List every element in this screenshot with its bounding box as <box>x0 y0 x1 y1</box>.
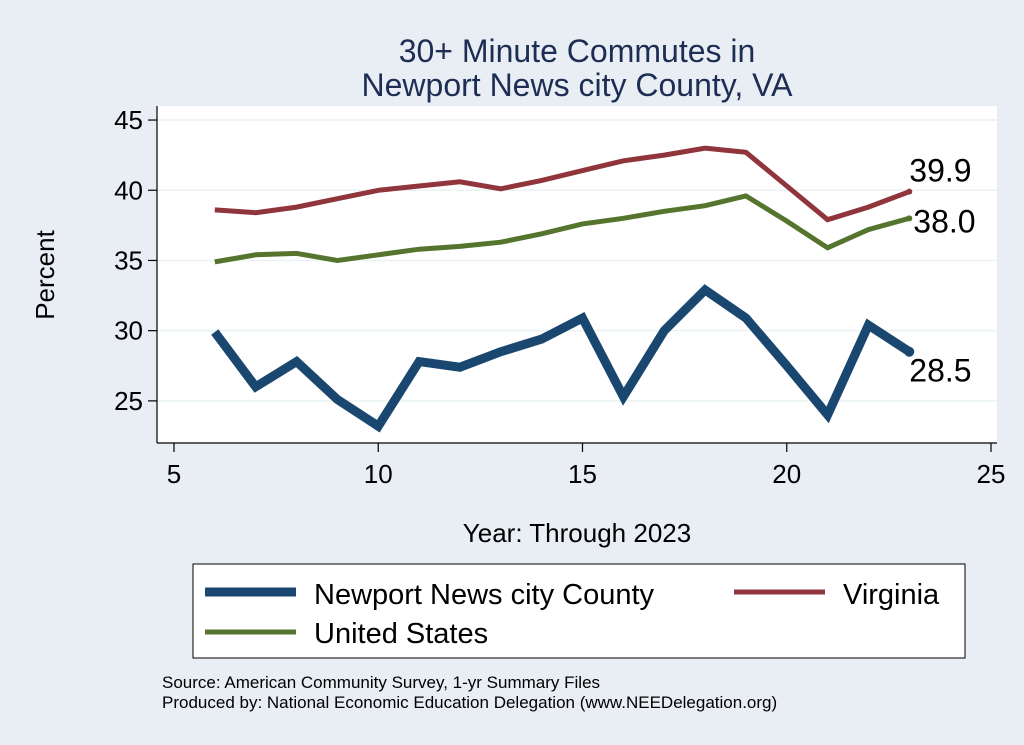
legend-label-virginia: Virginia <box>843 579 940 611</box>
y-axis-title: Percent <box>30 229 60 319</box>
series-line-united-states <box>214 193 910 265</box>
gridlines <box>157 119 997 402</box>
tick-labels: 25 30 35 40 45 5 10 15 20 25 <box>114 105 1005 489</box>
end-marker-virginia <box>906 188 913 195</box>
x-tick-label-20: 20 <box>772 459 801 489</box>
source-note: Source: American Community Survey, 1-yr … <box>162 673 600 692</box>
x-tick-label-25: 25 <box>977 459 1006 489</box>
x-tick-label-5: 5 <box>167 459 181 489</box>
legend-box <box>192 563 966 659</box>
end-label-newport-news: 28.5 <box>909 353 971 389</box>
x-tick-label-10: 10 <box>364 459 393 489</box>
chart-title-line-2: Newport News city County, VA <box>362 67 794 103</box>
legend-label-united-states: United States <box>314 618 488 650</box>
chart-title-line-1: 30+ Minute Commutes in <box>399 33 756 69</box>
end-label-united-states: 38.0 <box>913 203 975 239</box>
y-tick-label-30: 30 <box>114 316 143 346</box>
legend: Newport News city County Virginia United… <box>192 563 966 659</box>
end-marker-united-states <box>906 215 913 222</box>
y-tick-label-40: 40 <box>114 175 143 205</box>
series-lines <box>211 145 915 433</box>
series-line-virginia <box>214 145 911 223</box>
x-axis-title: Year: Through 2023 <box>463 518 691 548</box>
produced-by-note: Produced by: National Economic Education… <box>162 693 777 712</box>
axes <box>156 106 997 444</box>
y-tick-label-25: 25 <box>114 386 143 416</box>
plot-area <box>157 106 997 443</box>
series-line-newport-news <box>211 284 912 433</box>
y-tick-label-45: 45 <box>114 105 143 135</box>
x-tick-label-15: 15 <box>568 459 597 489</box>
end-labels: 28.5 39.9 38.0 <box>909 153 975 389</box>
end-marker-newport-news <box>904 346 915 357</box>
end-label-virginia: 39.9 <box>909 153 971 189</box>
legend-label-newport-news: Newport News city County <box>314 579 655 611</box>
y-tick-label-35: 35 <box>114 245 143 275</box>
